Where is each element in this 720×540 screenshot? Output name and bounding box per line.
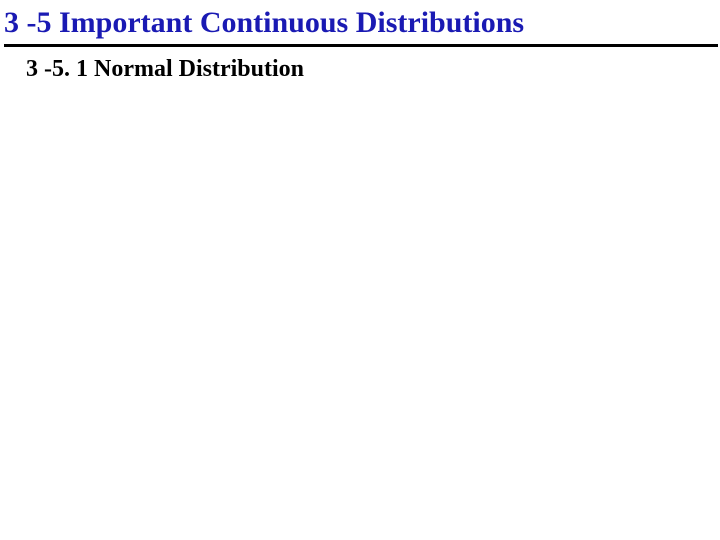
subsection-heading: 3 -5. 1 Normal Distribution	[26, 56, 304, 83]
section-heading: 3 -5 Important Continuous Distributions	[4, 6, 716, 39]
heading-underline	[4, 44, 718, 47]
section-heading-text: 3 -5 Important Continuous Distributions	[4, 6, 524, 39]
slide-page: 3 -5 Important Continuous Distributions …	[0, 0, 720, 540]
